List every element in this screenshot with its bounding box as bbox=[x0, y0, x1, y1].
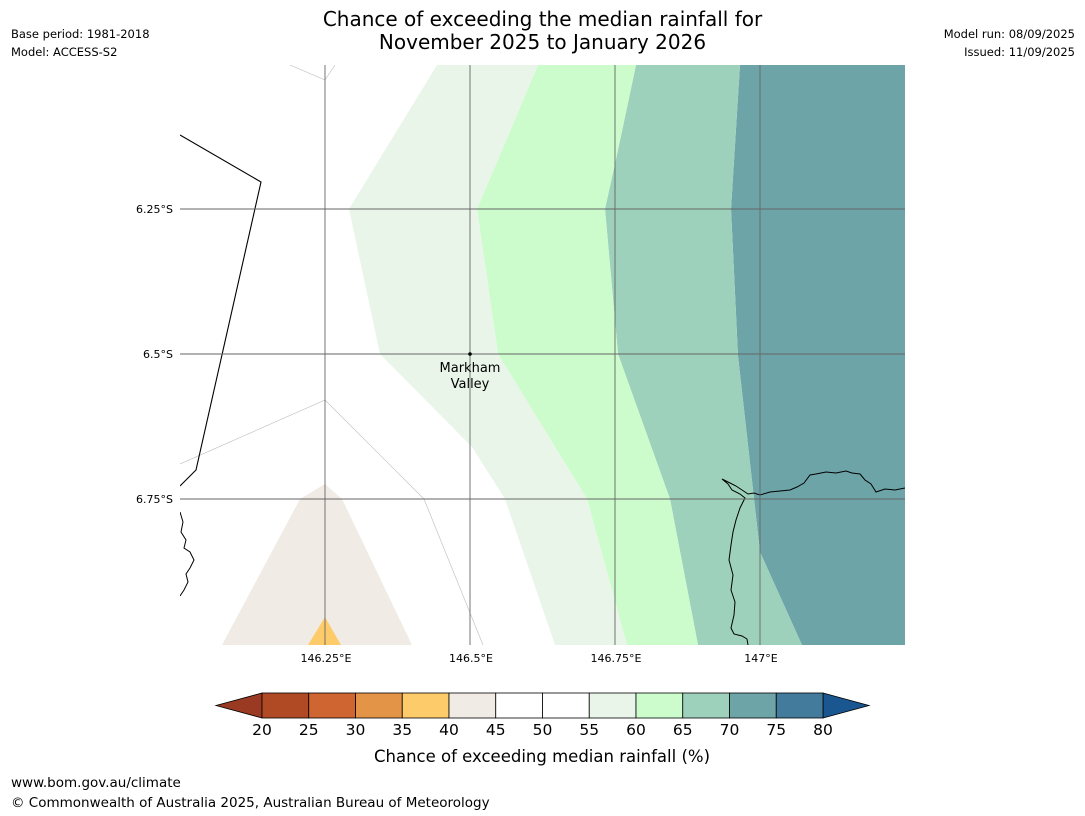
colorbar-tick-label: 80 bbox=[813, 721, 833, 739]
footer-url: www.bom.gov.au/climate bbox=[11, 775, 181, 791]
markham-valley-marker bbox=[468, 352, 472, 356]
place-label-line-1: Markham bbox=[440, 361, 501, 376]
colorbar-tick-label: 60 bbox=[626, 721, 646, 739]
colorbar-tick-label: 70 bbox=[720, 721, 740, 739]
colorbar-bin bbox=[495, 692, 543, 719]
colorbar-bin bbox=[729, 692, 777, 719]
zone-40-45 bbox=[222, 484, 412, 645]
zone-65-70 bbox=[605, 65, 802, 645]
title-line-1: Chance of exceeding the median rainfall … bbox=[322, 7, 763, 31]
colorbar-under-arrow bbox=[214, 692, 263, 719]
colorbar-tick-label: 30 bbox=[346, 721, 366, 739]
colorbar-bin bbox=[682, 692, 730, 719]
colorbar-tick-label: 50 bbox=[533, 721, 553, 739]
colorbar-bin bbox=[542, 692, 590, 719]
map-plot-area bbox=[180, 65, 905, 645]
lon-label-146-5: 146.5°E bbox=[449, 652, 493, 665]
zone-60-65 bbox=[477, 65, 698, 645]
lon-label-146-75: 146.75°E bbox=[591, 652, 642, 665]
colorbar: 20 25 30 35 40 45 50 55 60 65 70 75 80 Chance of exc… bbox=[214, 692, 871, 766]
zone-55-60 bbox=[349, 65, 627, 645]
lat-label-6-75: 6.75°S bbox=[136, 493, 173, 506]
colorbar-tick-label: 25 bbox=[299, 721, 319, 739]
colorbar-tick-label: 40 bbox=[439, 721, 459, 739]
zone-70-75 bbox=[731, 65, 905, 645]
colorbar-tick-label: 20 bbox=[252, 721, 272, 739]
lon-label-146-25: 146.25°E bbox=[301, 652, 352, 665]
place-label-line-2: Valley bbox=[451, 377, 490, 392]
map-title: Chance of exceeding the median rainfall … bbox=[0, 8, 1085, 54]
border-line bbox=[180, 134, 262, 487]
meta-left: Base period: 1981-2018 Model: ACCESS-S2 bbox=[11, 25, 150, 61]
colorbar-tick-label: 35 bbox=[392, 721, 412, 739]
base-period-text: Base period: 1981-2018 bbox=[11, 27, 150, 41]
colorbar-bin bbox=[775, 692, 824, 719]
colorbar-bin bbox=[448, 692, 497, 719]
colorbar-label: Chance of exceeding median rainfall (%) bbox=[374, 747, 710, 766]
colorbar-bin bbox=[355, 692, 403, 719]
footer-copyright: © Commonwealth of Australia 2025, Austra… bbox=[11, 795, 490, 811]
coastline-east bbox=[721, 470, 905, 645]
lat-label-6-5: 6.5°S bbox=[143, 348, 173, 361]
meta-right: Model run: 08/09/2025 Issued: 11/09/2025 bbox=[944, 25, 1075, 61]
lon-label-147: 147°E bbox=[744, 652, 777, 665]
model-run-text: Model run: 08/09/2025 bbox=[943, 27, 1075, 41]
zone-35-40 bbox=[308, 617, 341, 645]
colorbar-tick-label: 75 bbox=[766, 721, 786, 739]
colorbar-bin bbox=[261, 692, 310, 719]
colorbar-bin bbox=[401, 692, 450, 719]
colorbar-tick-label: 55 bbox=[579, 721, 599, 739]
colorbar-ticks: 20 25 30 35 40 45 50 55 60 65 70 75 80 bbox=[252, 721, 833, 739]
lat-label-6-25: 6.25°S bbox=[136, 203, 173, 216]
colorbar-tick-label: 45 bbox=[486, 721, 506, 739]
coastline-west bbox=[180, 511, 195, 597]
colorbar-over-arrow bbox=[822, 692, 871, 719]
colorbar-bin bbox=[588, 692, 637, 719]
colorbar-tick-label: 65 bbox=[673, 721, 693, 739]
colorbar-bin bbox=[635, 692, 684, 719]
contour-line-south bbox=[180, 399, 484, 645]
colorbar-bins bbox=[261, 692, 824, 719]
issued-text: Issued: 11/09/2025 bbox=[964, 45, 1075, 59]
model-text: Model: ACCESS-S2 bbox=[11, 45, 118, 59]
title-line-2: November 2025 to January 2026 bbox=[378, 30, 707, 54]
colorbar-bin bbox=[308, 692, 356, 719]
